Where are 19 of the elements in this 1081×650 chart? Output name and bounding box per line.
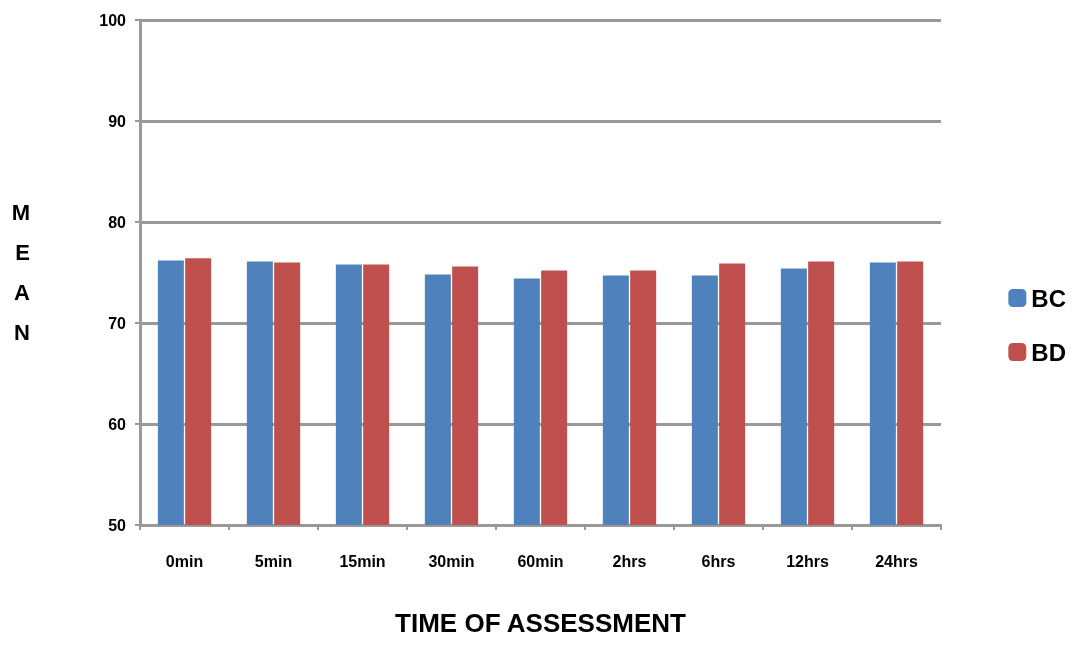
x-tick-label: 0min [165,552,204,570]
x-tick-label: 30min [428,552,475,570]
y-tick-label: 80 [108,213,127,231]
x-axis-title: TIME OF ASSESSMENT [395,608,687,638]
y-tick-label: 50 [108,516,127,534]
x-tick-label: 15min [339,552,386,570]
x-tick-label: 5min [254,552,293,570]
y-tick-label: 70 [108,314,127,332]
x-tick-label: 12hrs [786,552,829,570]
legend-label: BD [1031,338,1067,366]
y-tick-label: 90 [108,112,127,130]
legend-label: BC [1031,284,1067,312]
y-tick-label: 60 [108,415,127,433]
y-tick-label: 100 [99,11,127,29]
x-tick-label: 2hrs [612,552,647,570]
x-tick-label: 60min [517,552,564,570]
x-tick-label: 6hrs [701,552,736,570]
y-axis-title: MEAN [11,200,31,345]
x-tick-label: 24hrs [875,552,918,570]
